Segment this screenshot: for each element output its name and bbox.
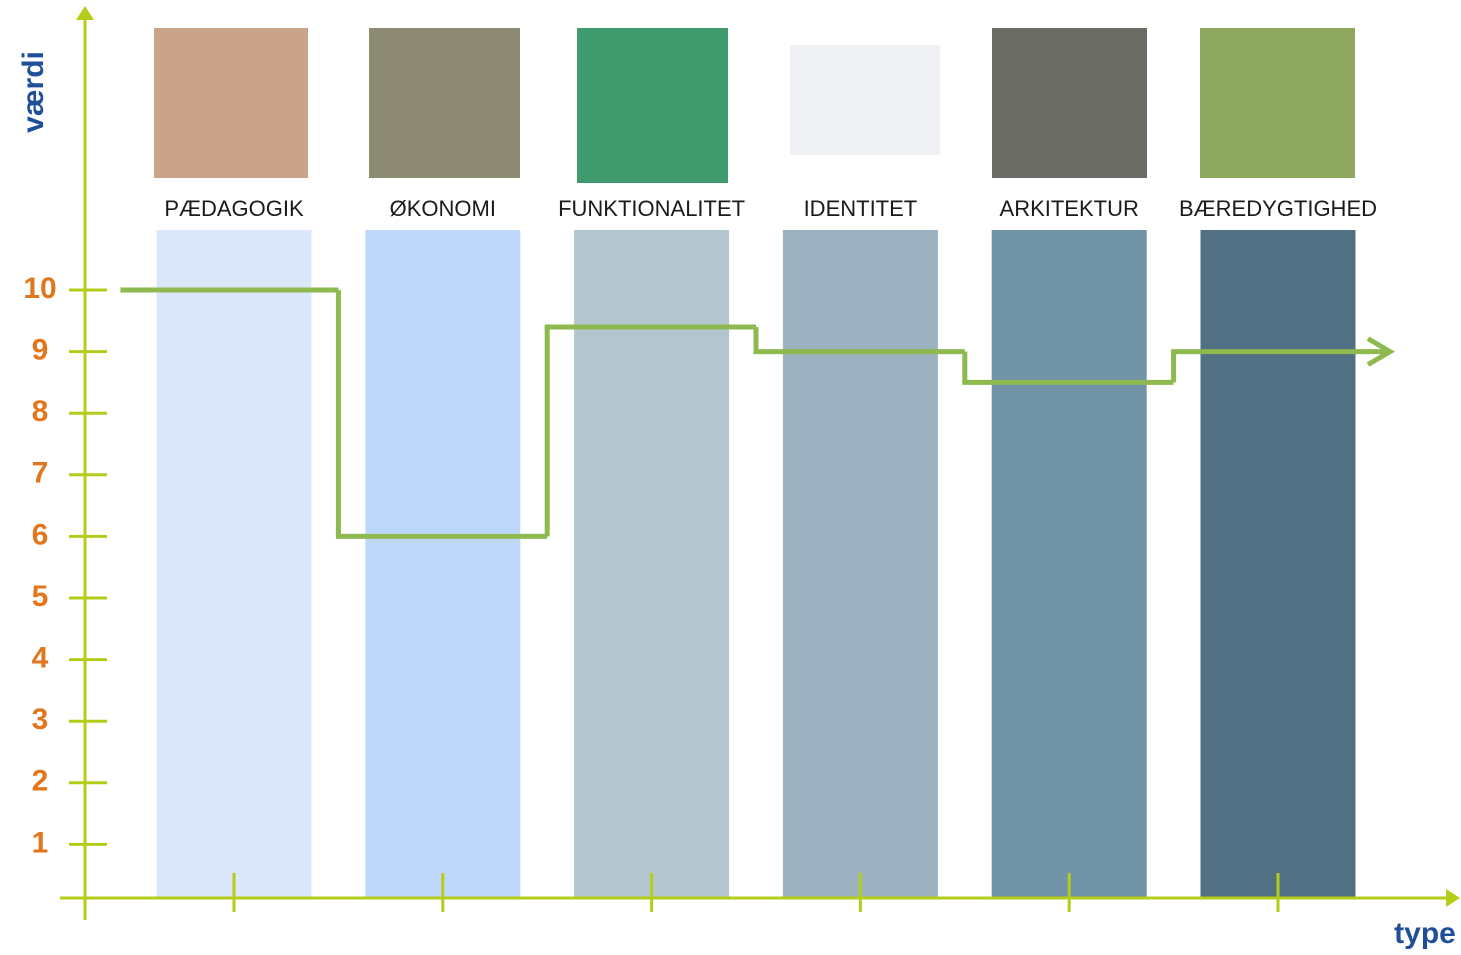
line-arrow	[1366, 336, 1395, 367]
category-label: ØKONOMI	[390, 196, 496, 221]
y-axis-label: værdi	[17, 51, 50, 133]
column	[365, 230, 521, 898]
photo	[992, 28, 1147, 178]
y-tick-label: 9	[32, 334, 49, 367]
y-tick-label: 3	[32, 703, 49, 736]
column	[782, 230, 938, 898]
y-tick-label: 1	[32, 826, 49, 859]
photo	[1200, 28, 1355, 178]
photo	[369, 28, 520, 178]
column	[156, 230, 312, 898]
y-tick-label: 6	[32, 518, 49, 551]
category-label: BÆREDYGTIGHED	[1179, 196, 1377, 221]
photo	[154, 28, 308, 178]
y-tick-label: 5	[32, 580, 49, 613]
category-label: FUNKTIONALITET	[558, 196, 745, 221]
x-axis-label: type	[1394, 917, 1456, 950]
photos	[154, 28, 1355, 183]
x-axis-arrow	[1446, 889, 1460, 907]
y-tick-label: 2	[32, 765, 49, 798]
photo	[577, 28, 728, 183]
y-tick-label: 10	[23, 272, 56, 305]
photo	[790, 45, 940, 155]
y-tick-label: 7	[32, 457, 49, 490]
y-axis-arrow	[76, 6, 94, 20]
category-label: IDENTITET	[804, 196, 918, 221]
column	[991, 230, 1147, 898]
column	[574, 230, 730, 898]
y-tick-label: 4	[32, 642, 49, 675]
category-label: ARKITEKTUR	[1000, 196, 1139, 221]
category-label: PÆDAGOGIK	[164, 196, 304, 221]
y-tick-label: 8	[32, 395, 49, 428]
column	[1200, 230, 1356, 898]
